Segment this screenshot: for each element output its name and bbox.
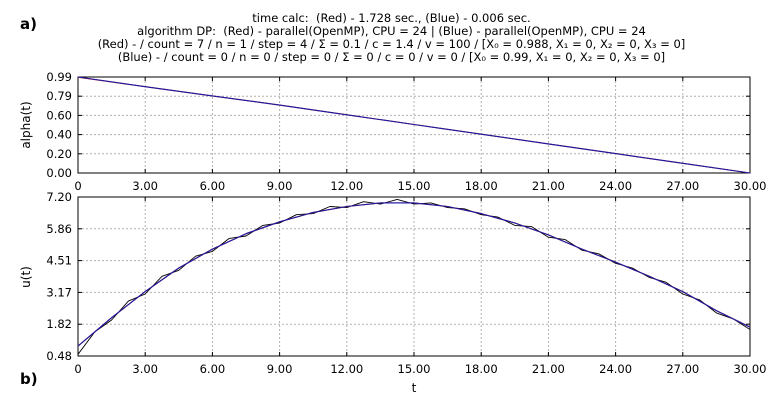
x-tick-label: 9.00 <box>267 362 293 376</box>
x-tick-label: 3.00 <box>132 362 158 376</box>
panel-label-a: a) <box>20 15 37 33</box>
y-tick-label: 0.60 <box>46 108 72 122</box>
y-tick-label: 0.00 <box>46 166 72 180</box>
y-tick-label: 3.17 <box>46 285 72 299</box>
x-tick-label: 12.00 <box>330 179 363 193</box>
header-red-params: (Red) - / count = 7 / n = 1 / step = 4 /… <box>97 37 686 51</box>
header-algorithm: algorithm DP: (Red) - parallel(OpenMP), … <box>137 24 646 38</box>
panel-label-b: b) <box>20 370 38 388</box>
y-tick-label: 0.99 <box>46 70 72 84</box>
y-tick-label: 4.51 <box>46 254 72 268</box>
x-tick-label: 3.00 <box>132 179 158 193</box>
x-tick-label: 27.00 <box>666 362 699 376</box>
x-axis-label: t <box>412 381 417 395</box>
x-tick-label: 21.00 <box>532 179 565 193</box>
x-tick-label: 6.00 <box>200 362 226 376</box>
y-tick-label: 0.20 <box>46 147 72 161</box>
x-tick-label: 15.00 <box>398 179 431 193</box>
x-tick-label: 9.00 <box>267 179 293 193</box>
y-axis-label: alpha(t) <box>19 101 33 148</box>
y-tick-label: 0.48 <box>46 349 72 363</box>
x-tick-label: 0 <box>74 362 81 376</box>
y-tick-label: 5.86 <box>46 222 72 236</box>
x-tick-label: 6.00 <box>200 179 226 193</box>
y-tick-label: 7.20 <box>46 190 72 204</box>
x-tick-label: 27.00 <box>666 179 699 193</box>
x-tick-label: 18.00 <box>465 362 498 376</box>
series-line-blue <box>77 76 751 174</box>
y-tick-label: 0.79 <box>46 89 72 103</box>
series-line-blue <box>77 202 751 347</box>
y-tick-label: 0.40 <box>46 128 72 142</box>
x-tick-label: 0 <box>74 179 81 193</box>
x-tick-label: 30.00 <box>734 362 767 376</box>
x-tick-label: 18.00 <box>465 179 498 193</box>
x-tick-label: 24.00 <box>599 362 632 376</box>
x-tick-label: 24.00 <box>599 179 632 193</box>
header-time-calc: time calc: (Red) - 1.728 sec., (Blue) - … <box>252 11 531 25</box>
x-tick-label: 21.00 <box>532 362 565 376</box>
header-blue-params: (Blue) - / count = 0 / n = 0 / step = 0 … <box>117 50 666 64</box>
x-tick-label: 12.00 <box>330 362 363 376</box>
y-tick-label: 1.82 <box>46 317 72 331</box>
y-axis-label: u(t) <box>19 266 33 288</box>
x-tick-label: 30.00 <box>734 179 767 193</box>
x-tick-label: 15.00 <box>398 362 431 376</box>
